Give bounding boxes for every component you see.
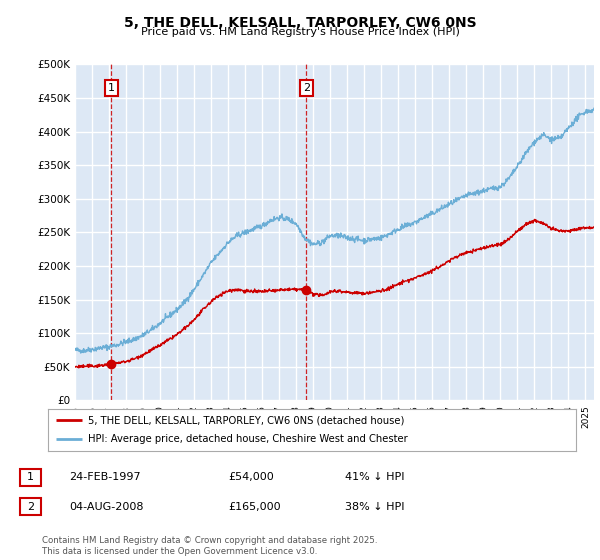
Text: 5, THE DELL, KELSALL, TARPORLEY, CW6 0NS (detached house): 5, THE DELL, KELSALL, TARPORLEY, CW6 0NS… — [88, 415, 404, 425]
Text: 38% ↓ HPI: 38% ↓ HPI — [345, 502, 404, 512]
Text: £165,000: £165,000 — [228, 502, 281, 512]
Text: 24-FEB-1997: 24-FEB-1997 — [69, 472, 140, 482]
Text: 1: 1 — [108, 83, 115, 93]
Text: £54,000: £54,000 — [228, 472, 274, 482]
Text: 2: 2 — [302, 83, 310, 93]
Text: Contains HM Land Registry data © Crown copyright and database right 2025.
This d: Contains HM Land Registry data © Crown c… — [42, 536, 377, 556]
Text: Price paid vs. HM Land Registry's House Price Index (HPI): Price paid vs. HM Land Registry's House … — [140, 27, 460, 37]
Text: 5, THE DELL, KELSALL, TARPORLEY, CW6 0NS: 5, THE DELL, KELSALL, TARPORLEY, CW6 0NS — [124, 16, 476, 30]
Text: 41% ↓ HPI: 41% ↓ HPI — [345, 472, 404, 482]
Text: 2: 2 — [27, 502, 34, 512]
Text: 04-AUG-2008: 04-AUG-2008 — [69, 502, 143, 512]
Text: HPI: Average price, detached house, Cheshire West and Chester: HPI: Average price, detached house, Ches… — [88, 435, 407, 445]
Text: 1: 1 — [27, 472, 34, 482]
